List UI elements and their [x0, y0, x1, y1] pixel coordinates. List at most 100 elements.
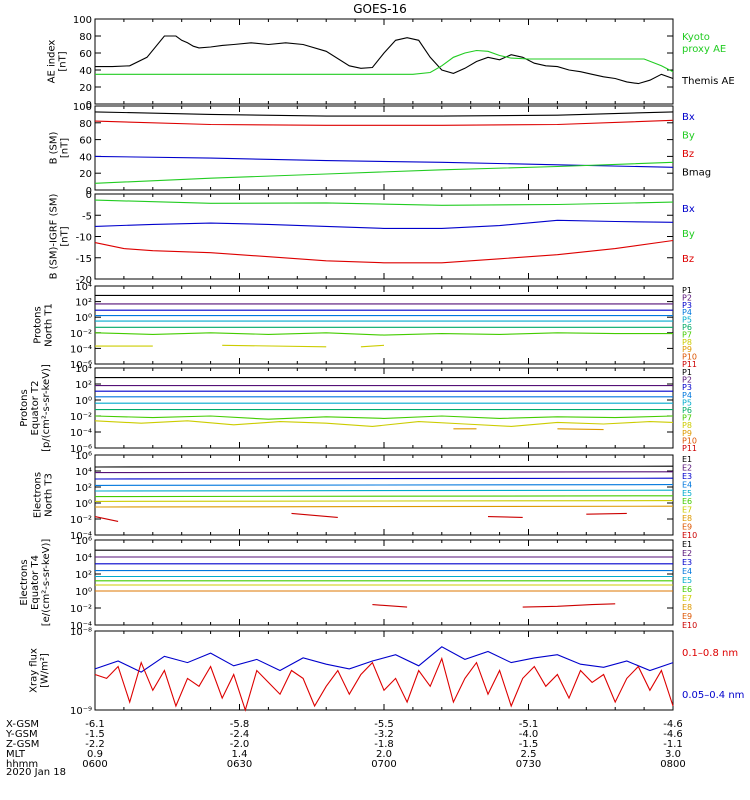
panel-frame [94, 193, 674, 280]
x-axis-value: -2.2 [85, 739, 105, 750]
legend-entry: E1 [682, 540, 692, 549]
y-axis-label: [nT] [60, 138, 71, 158]
panel-frame [94, 367, 674, 449]
y-tick-label: 10⁻⁹ [70, 706, 92, 717]
series-line-bx [94, 219, 674, 229]
panel-frame [94, 285, 674, 365]
legend-entry: P6 [682, 406, 692, 415]
legend-entry: Bx [682, 204, 695, 215]
y-tick-label: 10⁴ [75, 467, 92, 478]
legend-entry: P2 [682, 376, 692, 385]
x-axis-value: -2.0 [230, 739, 250, 750]
series-line-0-1-0-8-nm [94, 656, 674, 712]
legend-entry: P10 [682, 436, 697, 445]
legend-entry: P11 [682, 444, 697, 453]
y-axis-label: North T1 [44, 303, 55, 347]
series-line-e5 [94, 489, 674, 492]
x-axis-value: -4.6 [663, 729, 683, 740]
y-axis-label: B (SM)-IGRF (SM) [49, 194, 60, 280]
y-axis-label: [nT] [60, 226, 71, 246]
legend-entry: E5 [682, 576, 692, 585]
x-axis-value: 0600 [82, 759, 107, 770]
x-axis-value: -5.5 [374, 719, 394, 730]
x-axis-row-label: Z-GSM [6, 739, 39, 750]
legend-entry: Bx [682, 112, 695, 123]
legend-entry: Themis AE [681, 76, 735, 87]
legend-entry: E2 [682, 549, 692, 558]
y-tick-label: -10 [76, 233, 92, 244]
y-axis-label: AE index [47, 40, 58, 84]
legend-entry: 0.1–0.8 nm [682, 648, 738, 659]
y-tick-label: 10⁻⁸ [70, 627, 92, 638]
x-axis-value: 2.5 [521, 749, 537, 760]
x-axis-value: 2.0 [376, 749, 392, 760]
series-line-by [94, 199, 674, 206]
series-line-bz [94, 239, 674, 264]
x-axis-value: -3.2 [374, 729, 394, 740]
panel-frame [94, 630, 674, 711]
y-axis-label: North T3 [44, 473, 55, 517]
series-line-p7 [94, 415, 674, 420]
series-line-e1 [94, 465, 674, 468]
y-tick-label: 10⁻² [70, 515, 92, 526]
legend-entry: 0.05–0.4 nm [682, 690, 744, 701]
y-tick-label: 0 [86, 100, 92, 111]
x-axis-value: -2.4 [230, 729, 250, 740]
y-axis-label: Equator T4 [30, 555, 41, 610]
legend-entry: E4 [682, 567, 692, 576]
y-tick-label: 0 [86, 186, 92, 197]
series-line-e4 [94, 484, 674, 486]
series-line-e9b [291, 512, 338, 518]
y-tick-label: 10⁻² [70, 412, 92, 423]
y-tick-label: 10⁶ [75, 536, 92, 547]
y-tick-label: -15 [76, 254, 92, 265]
legend-entry: Bz [682, 254, 694, 265]
y-axis-label: Electrons [33, 472, 44, 518]
legend-entry: P9 [682, 345, 692, 354]
x-axis-table: X-GSM -6.1 -5.8 -5.5 -5.1 -4.6 Y-GSM -1.5 -2.4 -3… [5, 719, 686, 770]
legend-entry: P5 [682, 398, 692, 407]
series-line-p8b [222, 344, 327, 348]
legend-entry: E3 [682, 558, 692, 567]
legend-entry: E2 [682, 463, 692, 472]
panel-frame [94, 18, 674, 105]
y-axis-label: Equator T2 [30, 381, 41, 436]
y-tick-label: 10⁻⁴ [70, 621, 92, 632]
y-tick-label: 80 [79, 32, 92, 43]
x-axis-value: -5.8 [230, 719, 250, 730]
x-axis-row-label: X-GSM [6, 719, 39, 730]
x-axis-value: 0.9 [87, 749, 103, 760]
series-line-by [94, 161, 674, 184]
legend-entry: P1 [682, 286, 692, 295]
x-axis-row-label: MLT [6, 749, 26, 760]
series-line-e6 [94, 495, 674, 498]
y-tick-label: 10⁶ [75, 451, 92, 462]
x-axis-value: -6.1 [85, 719, 105, 730]
y-tick-label: 0 [86, 190, 92, 201]
legend-entry: Kyoto [682, 32, 710, 43]
x-axis-value: 0800 [660, 759, 685, 770]
series-line-p8 [94, 420, 674, 427]
legend-entry: E9 [682, 612, 692, 621]
legend-entry: By [682, 229, 695, 240]
legend-entry: P5 [682, 316, 692, 325]
y-tick-label: 20 [79, 169, 92, 180]
x-axis-value: 0730 [516, 759, 541, 770]
series-line-e9d [586, 512, 627, 515]
legend-entry: By [682, 131, 695, 142]
x-axis-value: -1.1 [663, 739, 683, 750]
legend-entry: Bmag [682, 168, 711, 179]
legend-entry: E10 [682, 531, 697, 540]
y-axis-label: Protons [19, 389, 30, 426]
series-line-p9b [557, 428, 604, 431]
legend-entry: E8 [682, 603, 692, 612]
y-tick-label: 80 [79, 119, 92, 130]
y-tick-label: 10⁻² [70, 329, 92, 340]
y-tick-label: 10⁴ [75, 553, 92, 564]
x-axis-value: -1.8 [374, 739, 394, 750]
legend-entry: E10 [682, 621, 697, 630]
legend-entry: P3 [682, 301, 692, 310]
legend-entry: E6 [682, 585, 692, 594]
